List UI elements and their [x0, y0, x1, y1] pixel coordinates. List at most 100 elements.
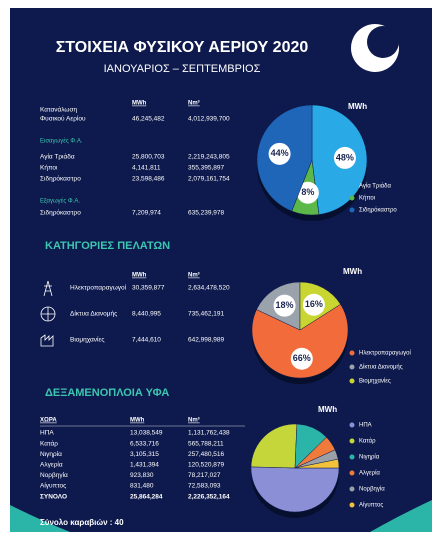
- cell: 2,226,352,164: [188, 494, 230, 501]
- subtitle: ΙΑΝΟΥΑΡΙΟΣ – ΣΕΠΤΕΜΒΡΙΟΣ: [104, 63, 261, 75]
- row-label: ΣΥΝΟΛΟ: [40, 494, 67, 501]
- legend-swatch: [349, 454, 355, 460]
- cell: 120,520,879: [188, 462, 225, 469]
- legend-swatch: [349, 350, 355, 356]
- legend-label: Νιγηρία: [359, 455, 380, 461]
- chart-title: MWh: [318, 405, 337, 414]
- legend-swatch: [349, 378, 355, 384]
- legend-swatch: [349, 364, 355, 370]
- footer: Σύνολο καραβιών : 40: [40, 518, 124, 527]
- cell: 635,239,978: [188, 210, 225, 217]
- row-label: Νορβηγία: [40, 471, 68, 479]
- row-label: Αγία Τριάδα: [40, 153, 75, 161]
- column-header: MWh: [132, 273, 147, 279]
- column-header: MWh: [130, 418, 145, 424]
- legend-swatch: [349, 195, 355, 201]
- row-label: Κήποι: [40, 165, 58, 172]
- legend-swatch: [349, 207, 355, 213]
- row-label: Κατάρ: [40, 439, 58, 447]
- value-label: 16%: [305, 299, 323, 309]
- cell: 30,359,877: [132, 285, 165, 292]
- section-title: ΚΑΤΗΓΟΡΙΕΣ ΠΕΛΑΤΩΝ: [45, 240, 170, 252]
- legend-label: Ηλεκτροπαραγωγοί: [359, 351, 411, 357]
- row-label: Αίγυπτος: [40, 482, 66, 490]
- value-label-bg: [273, 294, 296, 317]
- cell: 2,219,243,805: [188, 154, 230, 161]
- cell: 923,830: [130, 472, 154, 479]
- cell: 4,012,939,700: [188, 116, 230, 123]
- column-header: MWh: [132, 101, 147, 107]
- legend-label: Αγία Τριάδα: [359, 183, 391, 190]
- legend-label: ΗΠΑ: [359, 423, 372, 429]
- cell: 642,998,989: [188, 337, 225, 344]
- value-label: 8%: [301, 187, 314, 197]
- cell: 25,800,703: [132, 154, 165, 161]
- legend-label: Δίκτυα Διανομής: [359, 364, 403, 371]
- cell: 25,864,284: [130, 494, 163, 501]
- cell: 46,245,482: [132, 116, 165, 123]
- chart-title: MWh: [348, 102, 367, 111]
- cell: 72,583,093: [188, 483, 221, 490]
- cell: 3,105,315: [130, 451, 159, 458]
- row-label: Σιδηρόκαστρο: [40, 209, 81, 217]
- row-label: Σιδηρόκαστρο: [40, 175, 81, 183]
- column-header: Nm³: [188, 272, 200, 279]
- cell: 565,788,211: [188, 440, 224, 447]
- pie-slice: [250, 423, 298, 469]
- logo: [351, 24, 399, 72]
- value-label-bg: [290, 347, 313, 370]
- cell: 23,598,486: [132, 176, 165, 183]
- row-label: Κατανάλωση: [40, 106, 77, 114]
- section-title: ΔΕΞΑΜΕΝΟΠΛΟΙΑ ΥΦΑ: [45, 387, 169, 399]
- cell: 6,533,716: [130, 440, 159, 447]
- cell: 2,634,478,520: [188, 285, 230, 292]
- row-label: Δίκτυα Διανομής: [70, 310, 117, 318]
- legend-label: Κατάρ: [359, 438, 376, 445]
- legend-label: Αλγερία: [359, 471, 380, 477]
- title: ΣΤΟΙΧΕΙΑ ΦΥΣΙΚΟΥ ΑΕΡΙΟΥ 2020: [56, 39, 309, 56]
- group-title: Εισαγωγές Φ.Α.: [40, 138, 83, 145]
- legend-label: Σιδηρόκαστρο: [359, 207, 397, 214]
- cell: 1,131,762,438: [188, 430, 230, 437]
- pie-slice: [251, 303, 349, 379]
- icons: [40, 280, 56, 347]
- wave: [370, 500, 432, 532]
- legend-label: Νορβηγία: [359, 487, 385, 493]
- value-label: 44%: [271, 148, 289, 158]
- value-label-bg: [296, 181, 319, 204]
- row-label: Φυσικού Αερίου: [40, 115, 86, 123]
- cell: 8,440,995: [132, 311, 161, 318]
- cell: 13,038,549: [130, 430, 163, 437]
- row-label: Βιομηχανίες: [70, 336, 104, 344]
- cell: 1,431,394: [130, 462, 159, 469]
- pie-slice: [250, 466, 340, 513]
- pie-slice: [294, 458, 340, 469]
- column-header: Nm³: [188, 100, 200, 107]
- cell: 4,141,811: [132, 165, 161, 172]
- legend-swatch: [349, 438, 355, 444]
- cell: 7,444,610: [132, 337, 161, 344]
- value-label: 66%: [293, 353, 311, 363]
- legend-swatch: [349, 486, 355, 492]
- panel: [10, 8, 432, 532]
- row-label: Ηλεκτροπαραγωγοί: [70, 284, 127, 292]
- chart-title: MWh: [343, 267, 362, 276]
- legend-label: Κήποι: [359, 195, 376, 202]
- column-header: Nm³: [188, 417, 200, 424]
- value-label: 48%: [336, 152, 354, 162]
- value-label-bg: [268, 142, 291, 165]
- legend-swatch: [349, 422, 355, 428]
- legend-swatch: [349, 183, 355, 189]
- group-title: Εξαγωγές Φ.Α.: [40, 198, 80, 205]
- column-header: ΧΩΡΑ: [40, 418, 57, 424]
- value-label-bg: [333, 146, 356, 169]
- cell: 7,209,974: [132, 210, 161, 217]
- value-label-bg: [302, 293, 325, 316]
- cell: 355,395,897: [188, 165, 225, 172]
- row-label: ΗΠΑ: [40, 430, 54, 437]
- legend-swatch: [349, 502, 355, 508]
- legend-swatch: [349, 470, 355, 476]
- wave: [10, 505, 70, 532]
- cell: 2,079,161,754: [188, 176, 230, 183]
